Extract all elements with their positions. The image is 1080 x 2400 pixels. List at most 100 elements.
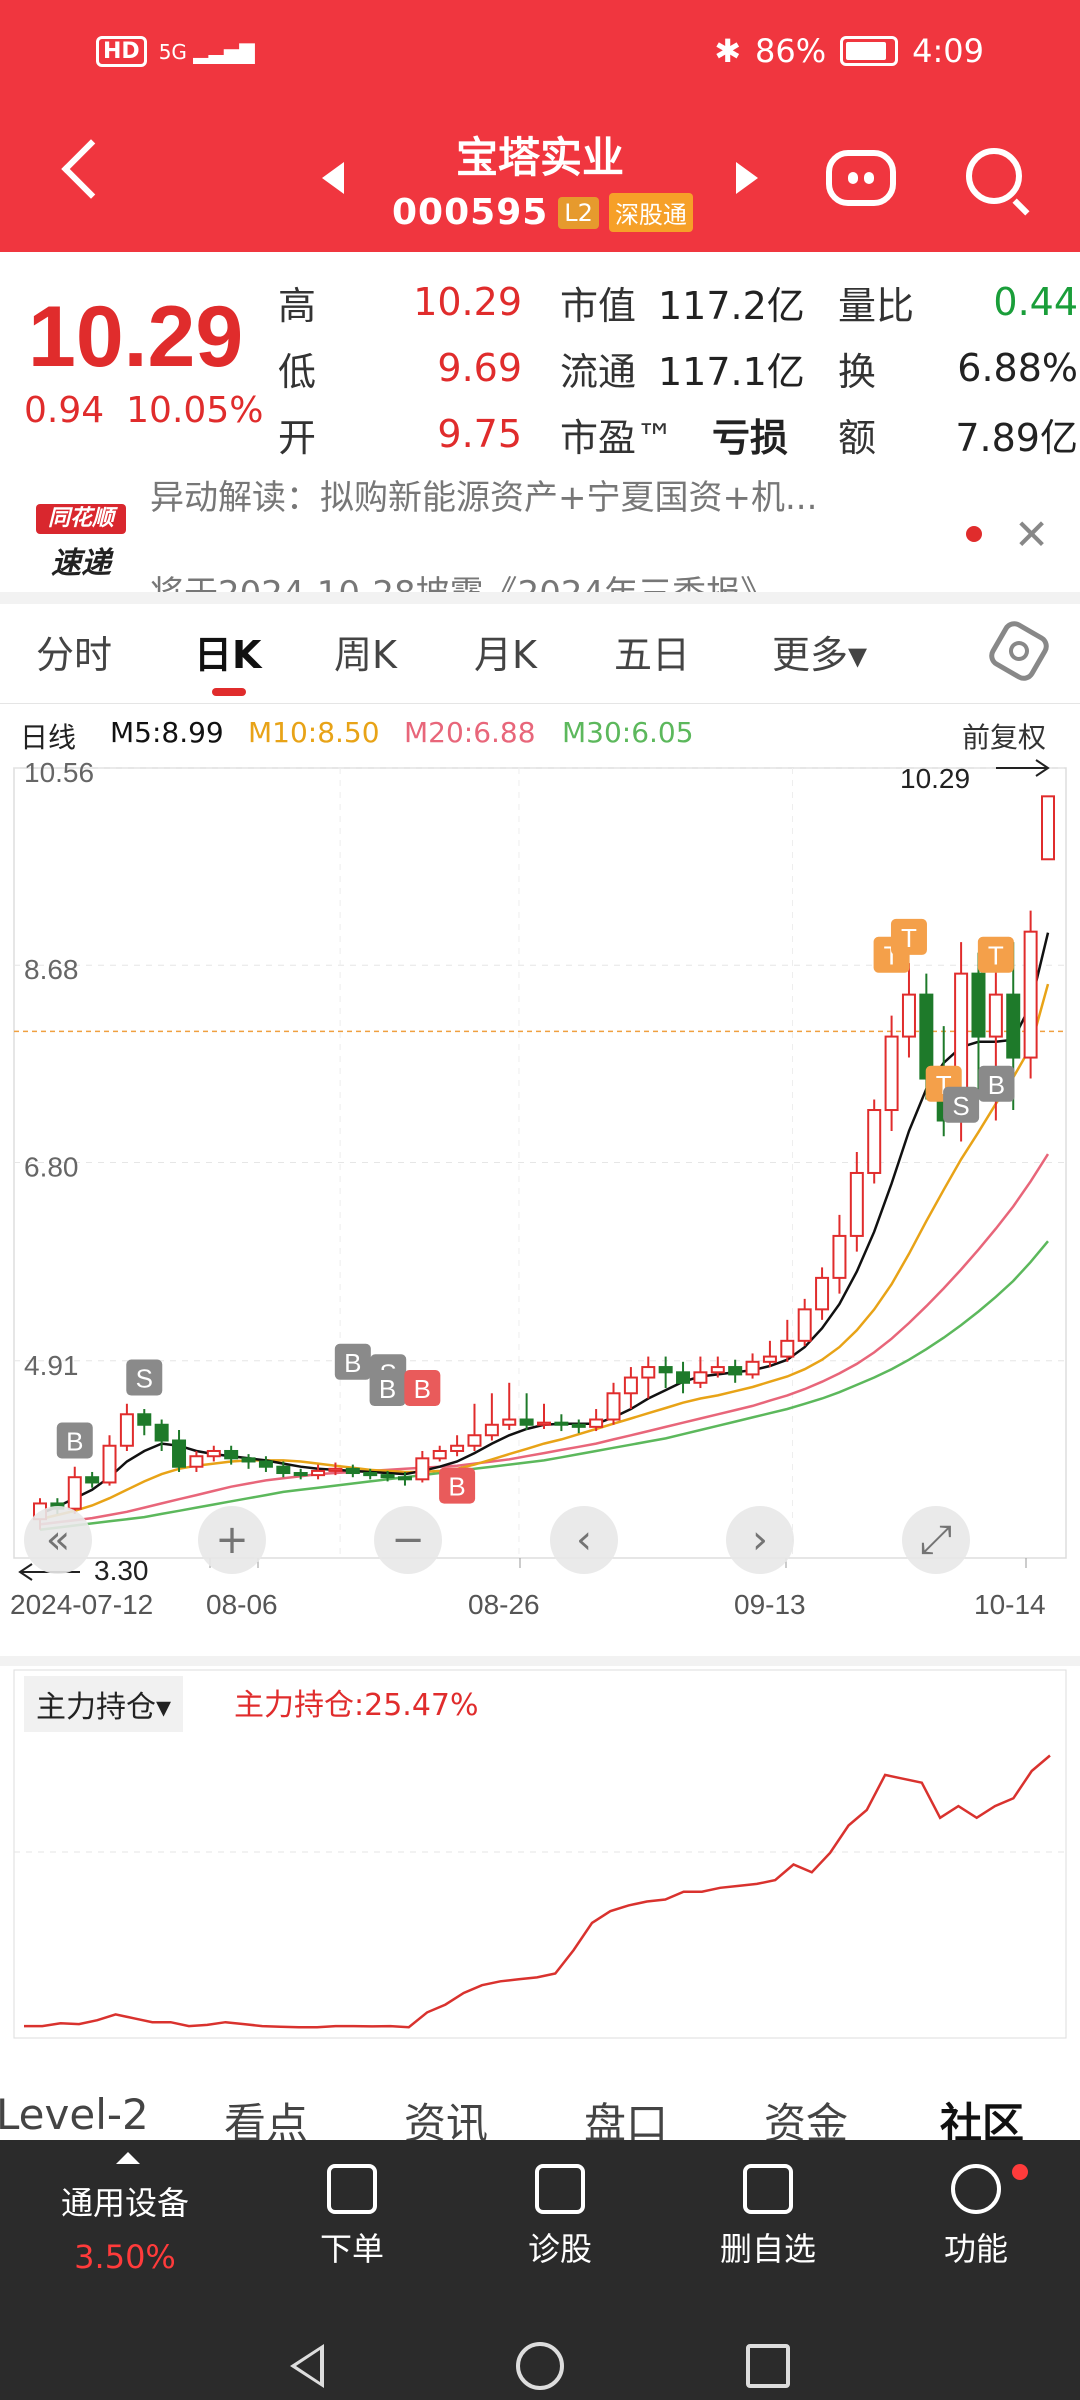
tab-order-book[interactable]: 盘口 [584, 2099, 669, 2140]
news-ticker[interactable]: 同花顺 速递 异动解读：拟购新能源资产+宁夏国资+机... 将于2024-10-… [0, 474, 1080, 592]
candle [589, 1418, 604, 1428]
candle [311, 1469, 326, 1477]
signal-marker [334, 1343, 371, 1380]
candle [206, 1449, 221, 1458]
candle [849, 1171, 864, 1237]
high-label: 高 [278, 283, 317, 328]
zoom-in-icon[interactable]: + [198, 1506, 266, 1574]
ma10-line [39, 983, 1050, 1521]
open-value: 9.75 [437, 412, 522, 456]
candle [815, 1276, 830, 1311]
tab-more[interactable]: 更多▾ [772, 633, 868, 677]
candle [745, 1360, 760, 1376]
tab-highlights[interactable]: 看点 [224, 2099, 309, 2140]
candle [276, 1465, 291, 1475]
candle [623, 1376, 638, 1395]
vol-ratio-label: 量比 [838, 283, 915, 328]
system-back-icon[interactable] [290, 2344, 324, 2388]
candle [1041, 795, 1055, 861]
prev-stock-icon[interactable] [322, 162, 344, 194]
tab-level2[interactable]: Level-2 [0, 2090, 149, 2139]
tab-monthly-k[interactable]: 月K [474, 633, 537, 677]
scroll-left-icon[interactable]: ‹ [550, 1506, 618, 1574]
tab-fund-flow[interactable]: 资金 [764, 2099, 849, 2140]
candle [1023, 930, 1038, 1059]
last-price: 10.29 [28, 289, 244, 385]
order-icon [327, 2164, 377, 2214]
candle [693, 1371, 708, 1384]
candle [224, 1449, 239, 1460]
order-button[interactable]: 下单 [282, 2164, 422, 2270]
fullscreen-icon[interactable]: ⤢ [902, 1506, 970, 1574]
signal-marker [404, 1370, 441, 1407]
functions-button[interactable]: 功能 [906, 2164, 1046, 2270]
min-price-label: 3.30 [94, 1555, 149, 1586]
device-percent: 3.50% [74, 2238, 176, 2276]
pe-value: 亏损 [712, 415, 789, 460]
candle [728, 1366, 743, 1376]
remove-favorite-icon [743, 2164, 793, 2214]
ma30-line [39, 1240, 1049, 1531]
system-home-icon[interactable] [516, 2342, 564, 2390]
signal-label: B [66, 1426, 83, 1456]
candle [867, 1109, 882, 1174]
remove-favorite-button[interactable]: 删自选 [698, 2164, 838, 2270]
signal-marker [977, 936, 1014, 973]
tab-news[interactable]: 资讯 [404, 2099, 489, 2140]
indicator-select[interactable]: 主力持仓▾ [24, 1676, 184, 1732]
quote-panel: 10.29 0.94 10.05% 高 10.29 低 9.69 开 9.75 … [0, 252, 1080, 474]
scroll-right-icon[interactable]: › [726, 1506, 794, 1574]
divider [0, 1656, 1080, 1666]
news-headline-1[interactable]: 异动解读：拟购新能源资产+宁夏国资+机... [150, 478, 818, 518]
signal-marker [890, 918, 927, 955]
candle [85, 1476, 100, 1484]
clock: 4:09 [912, 32, 984, 70]
mcap-value: 117.2亿 [658, 283, 805, 328]
back-arrow-icon[interactable] [61, 139, 121, 199]
candle [676, 1371, 691, 1384]
candle [241, 1457, 256, 1463]
tab-intraday[interactable]: 分时 [36, 633, 113, 677]
next-stock-icon[interactable] [736, 162, 758, 194]
news-headline-2[interactable]: 将于2024-10-28披露《2024年三季报》 [150, 566, 774, 592]
signal-label: B [414, 1374, 431, 1404]
settings-icon[interactable] [984, 616, 1054, 686]
change-percent: 10.05% [126, 390, 264, 431]
scroll-left-fast-icon[interactable]: « [24, 1506, 92, 1574]
y-tick-label: 6.80 [24, 1151, 79, 1182]
high-value: 10.29 [413, 280, 522, 324]
hd-icon: HD [96, 36, 147, 67]
tab-community[interactable]: 社区 [940, 2099, 1025, 2140]
close-icon[interactable]: ✕ [1014, 510, 1050, 559]
candle [119, 1413, 134, 1447]
diagnose-button[interactable]: 诊股 [490, 2164, 630, 2270]
tab-five-day[interactable]: 五日 [614, 633, 691, 677]
bottom-dock: 通用设备 3.50% 下单 诊股 删自选 功能 [0, 2140, 1080, 2320]
search-icon[interactable] [966, 148, 1022, 204]
signal-marker [978, 1065, 1015, 1102]
candle [137, 1413, 152, 1426]
candlestick-chart[interactable]: 10.568.686.804.9110.293.30BSBSBBBTTTTSB2… [0, 758, 1080, 1638]
signal-marker [56, 1422, 93, 1459]
tab-weekly-k[interactable]: 周K [334, 633, 397, 677]
active-tab-indicator [212, 688, 246, 696]
amount-label: 额 [838, 415, 877, 460]
candle [380, 1474, 395, 1479]
device-indicator[interactable]: 通用设备 3.50% [40, 2152, 210, 2276]
signal-label: T [988, 941, 1004, 971]
open-label: 开 [278, 415, 317, 460]
battery-icon [840, 36, 899, 66]
candle [293, 1472, 308, 1477]
main-holding-line [24, 1754, 1051, 2029]
system-recents-icon[interactable] [746, 2344, 790, 2388]
candle [571, 1423, 586, 1428]
x-tick-label: 09-13 [734, 1589, 806, 1620]
y-tick-label: 8.68 [24, 954, 79, 985]
tab-daily-k[interactable]: 日K [194, 633, 262, 677]
zoom-out-icon[interactable]: − [374, 1506, 442, 1574]
ma20-line [39, 1153, 1050, 1526]
robot-assistant-icon[interactable] [826, 150, 896, 206]
adjust-mode[interactable]: 前复权 [962, 721, 1047, 754]
ma30-label[interactable]: M30:6.05 [562, 716, 694, 749]
turnover-label: 换 [838, 349, 877, 394]
